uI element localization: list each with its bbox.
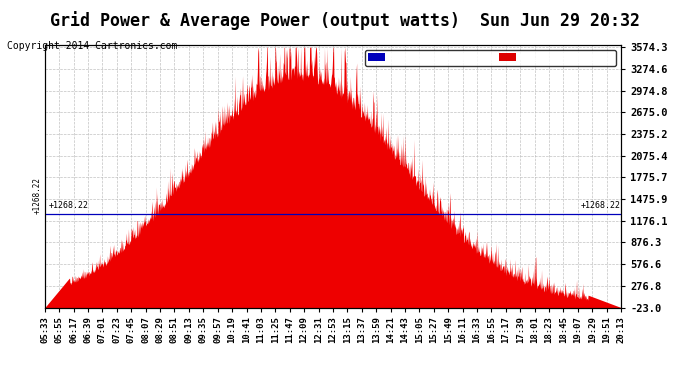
Text: +1268.22: +1268.22 <box>49 201 89 210</box>
Text: +1268.22: +1268.22 <box>581 201 621 210</box>
Legend: Average (AC Watts), Grid  (AC Watts): Average (AC Watts), Grid (AC Watts) <box>365 50 616 66</box>
Text: Copyright 2014 Cartronics.com: Copyright 2014 Cartronics.com <box>7 41 177 51</box>
Text: +1268.22: +1268.22 <box>33 177 42 214</box>
Text: Grid Power & Average Power (output watts)  Sun Jun 29 20:32: Grid Power & Average Power (output watts… <box>50 11 640 30</box>
